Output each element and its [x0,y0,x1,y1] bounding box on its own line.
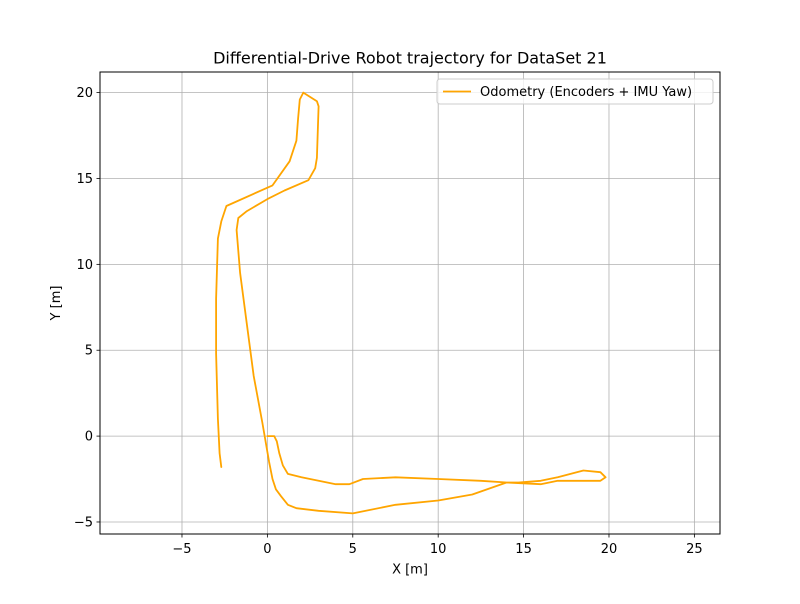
y-tick-label: 20 [76,86,93,101]
y-tick-label: 0 [85,430,93,445]
y-tick-label: 5 [85,344,93,359]
x-tick-label: 15 [515,542,532,557]
y-tick-label: 10 [76,258,93,273]
y-tick-label: 15 [76,172,93,187]
x-tick-label: 25 [686,542,703,557]
legend-box [436,78,714,105]
x-tick-label: 0 [263,542,271,557]
y-tick-label: −5 [74,515,93,530]
grid [100,72,720,534]
legend: Odometry (Encoders + IMU Yaw) [436,78,714,105]
chart-title: Differential-Drive Robot trajectory for … [213,49,607,68]
x-tick-label: 10 [430,542,447,557]
ticks: −5 0 5 10 15 20 25 −5 0 5 10 15 20 [74,86,703,557]
plot-area [215,91,607,515]
x-axis-label: X [m] [392,563,428,578]
x-tick-label: 5 [349,542,357,557]
x-tick-label: −5 [172,542,191,557]
legend-label: Odometry (Encoders + IMU Yaw) [480,85,692,100]
y-axis-label: Y [m] [49,286,64,322]
trajectory-line [215,91,607,515]
x-tick-label: 20 [601,542,618,557]
axes-frame [99,71,721,535]
